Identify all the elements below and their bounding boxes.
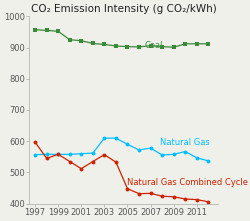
Title: CO₂ Emission Intensity (g CO₂/kWh): CO₂ Emission Intensity (g CO₂/kWh)	[30, 4, 216, 14]
Text: Natural Gas: Natural Gas	[160, 138, 210, 147]
Text: Coal: Coal	[145, 41, 163, 50]
Text: Natural Gas Combined Cycle: Natural Gas Combined Cycle	[128, 178, 248, 187]
